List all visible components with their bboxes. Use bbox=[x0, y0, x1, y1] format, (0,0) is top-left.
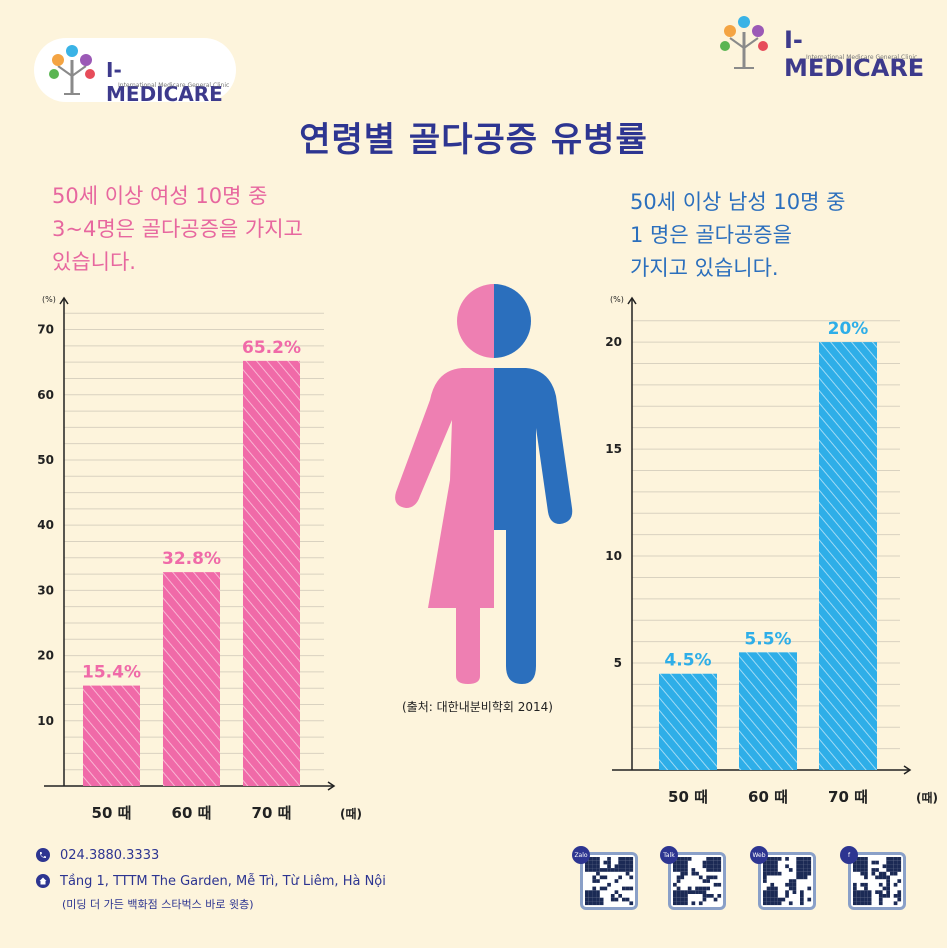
qr-pattern-icon bbox=[853, 857, 902, 906]
brand-tagline: International Medicare General Clinic bbox=[806, 54, 918, 61]
bar-data-label: 4.5% bbox=[664, 651, 711, 671]
male-subtitle: 50세 이상 남성 10명 중 1 명은 골다공증을 가지고 있습니다. bbox=[630, 190, 846, 280]
bar-data-label: 32.8% bbox=[162, 549, 221, 569]
x-axis-unit: (때) bbox=[916, 791, 938, 805]
bar bbox=[659, 673, 717, 770]
y-axis-arrow bbox=[59, 296, 69, 305]
x-tick-label: 60 때 bbox=[748, 788, 788, 806]
clinic-address: Tầng 1, TTTM The Garden, Mễ Trì, Từ Liêm… bbox=[60, 874, 386, 889]
page-title: 연령별 골다공증 유병률 bbox=[299, 120, 648, 160]
y-tick-label: 70 bbox=[37, 323, 54, 337]
brand-tagline: International Medicare General Clinic bbox=[118, 82, 230, 89]
female-bar-chart: (%) (때) 10 20 30 40 50 60 70 15.4% 50 때 32.8% 60 때 65… bbox=[37, 295, 362, 822]
address-note: (미딩 더 가든 백화점 스타벅스 바로 윗층) bbox=[62, 898, 254, 911]
qr-code[interactable] bbox=[668, 852, 726, 910]
clinic-tree-icon bbox=[720, 16, 768, 69]
x-axis-arrow bbox=[903, 765, 912, 775]
y-tick-label: 20 bbox=[37, 649, 54, 663]
x-tick-label: 70 때 bbox=[828, 788, 868, 806]
y-tick-label: 30 bbox=[37, 583, 54, 597]
y-tick-label: 40 bbox=[37, 518, 54, 532]
gender-figure-icon bbox=[395, 284, 573, 684]
bar-data-label: 15.4% bbox=[82, 663, 141, 683]
bar-data-label: 65.2% bbox=[242, 338, 301, 358]
y-tick-label: 10 bbox=[605, 549, 622, 563]
phone-number: 024.3880.3333 bbox=[60, 848, 160, 863]
female-subtitle: 50세 이상 여성 10명 중 3~4명은 골다공증을 가지고 있습니다. bbox=[52, 184, 303, 274]
x-tick-label: 70 때 bbox=[252, 804, 292, 822]
bar bbox=[739, 652, 797, 770]
qr-badge-icon: f bbox=[840, 846, 858, 864]
phone-icon bbox=[36, 848, 50, 862]
source-note: (출처: 대한내분비학회 2014) bbox=[402, 700, 553, 714]
qr-code[interactable] bbox=[848, 852, 906, 910]
y-axis-arrow bbox=[627, 296, 637, 305]
qr-pattern-icon bbox=[673, 857, 722, 906]
y-axis-unit: (%) bbox=[610, 295, 624, 304]
x-tick-label: 60 때 bbox=[172, 804, 212, 822]
bar-data-label: 20% bbox=[828, 319, 869, 339]
qr-pattern-icon bbox=[585, 857, 634, 906]
qr-badge-icon: Web bbox=[750, 846, 768, 864]
logo-badge-left: I-MEDICARE International Medicare Genera… bbox=[34, 38, 236, 106]
y-tick-label: 5 bbox=[614, 656, 622, 670]
bar bbox=[243, 360, 300, 786]
home-icon bbox=[36, 874, 50, 888]
y-tick-label: 60 bbox=[37, 388, 54, 402]
qr-code[interactable] bbox=[580, 852, 638, 910]
qr-badge-icon: Zalo bbox=[572, 846, 590, 864]
x-tick-label: 50 때 bbox=[668, 788, 708, 806]
bar bbox=[163, 572, 220, 786]
bar-data-label: 5.5% bbox=[744, 629, 791, 649]
x-axis-arrow bbox=[327, 781, 336, 791]
bar bbox=[83, 685, 140, 786]
brand-name: I-MEDICARE bbox=[784, 26, 925, 82]
x-tick-label: 50 때 bbox=[92, 804, 132, 822]
x-axis-unit: (때) bbox=[340, 807, 362, 821]
brand-name: I-MEDICARE bbox=[106, 58, 223, 106]
qr-code[interactable] bbox=[758, 852, 816, 910]
y-tick-label: 20 bbox=[605, 335, 622, 349]
logo-badge-right: I-MEDICARE International Medicare Genera… bbox=[714, 12, 934, 82]
y-tick-label: 15 bbox=[605, 442, 622, 456]
qr-badge-icon: Talk bbox=[660, 846, 678, 864]
y-tick-label: 50 bbox=[37, 453, 54, 467]
y-axis-unit: (%) bbox=[42, 295, 56, 304]
qr-pattern-icon bbox=[763, 857, 812, 906]
clinic-tree-icon bbox=[49, 45, 95, 95]
y-tick-label: 10 bbox=[37, 714, 54, 728]
bar bbox=[819, 342, 877, 770]
male-bar-chart: (%) (때) 5 10 15 20 4.5% 50 때 5.5% 60 때 20% 70 때 bbox=[605, 295, 938, 806]
